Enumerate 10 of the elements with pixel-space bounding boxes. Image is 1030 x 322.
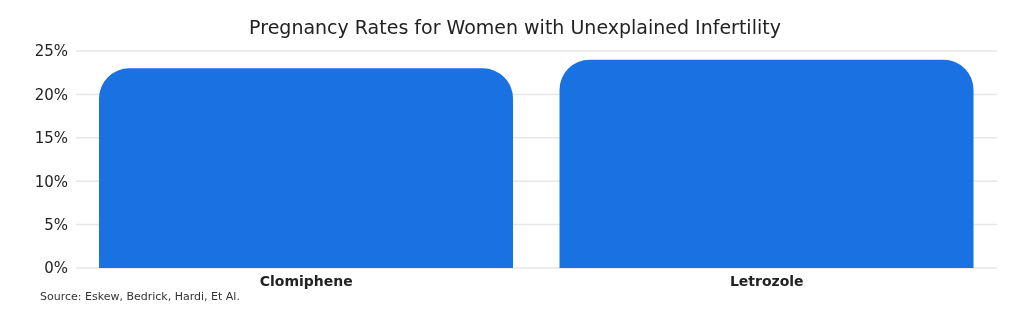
chart-title: Pregnancy Rates for Women with Unexplained Infertility xyxy=(248,16,782,38)
x-tick-label: Clomiphene xyxy=(259,272,353,289)
y-tick-label: 5% xyxy=(44,215,68,234)
y-tick-label: 10% xyxy=(34,172,68,191)
y-tick-label: 0% xyxy=(44,259,68,278)
x-tick-label: Letrozole xyxy=(729,272,804,289)
y-tick-label: 20% xyxy=(34,85,68,104)
source-note: Source: Eskew, Bedrick, Hardi, Et Al. xyxy=(40,290,240,303)
y-tick-label: 15% xyxy=(34,129,68,148)
y-tick-label: 25% xyxy=(34,42,68,61)
